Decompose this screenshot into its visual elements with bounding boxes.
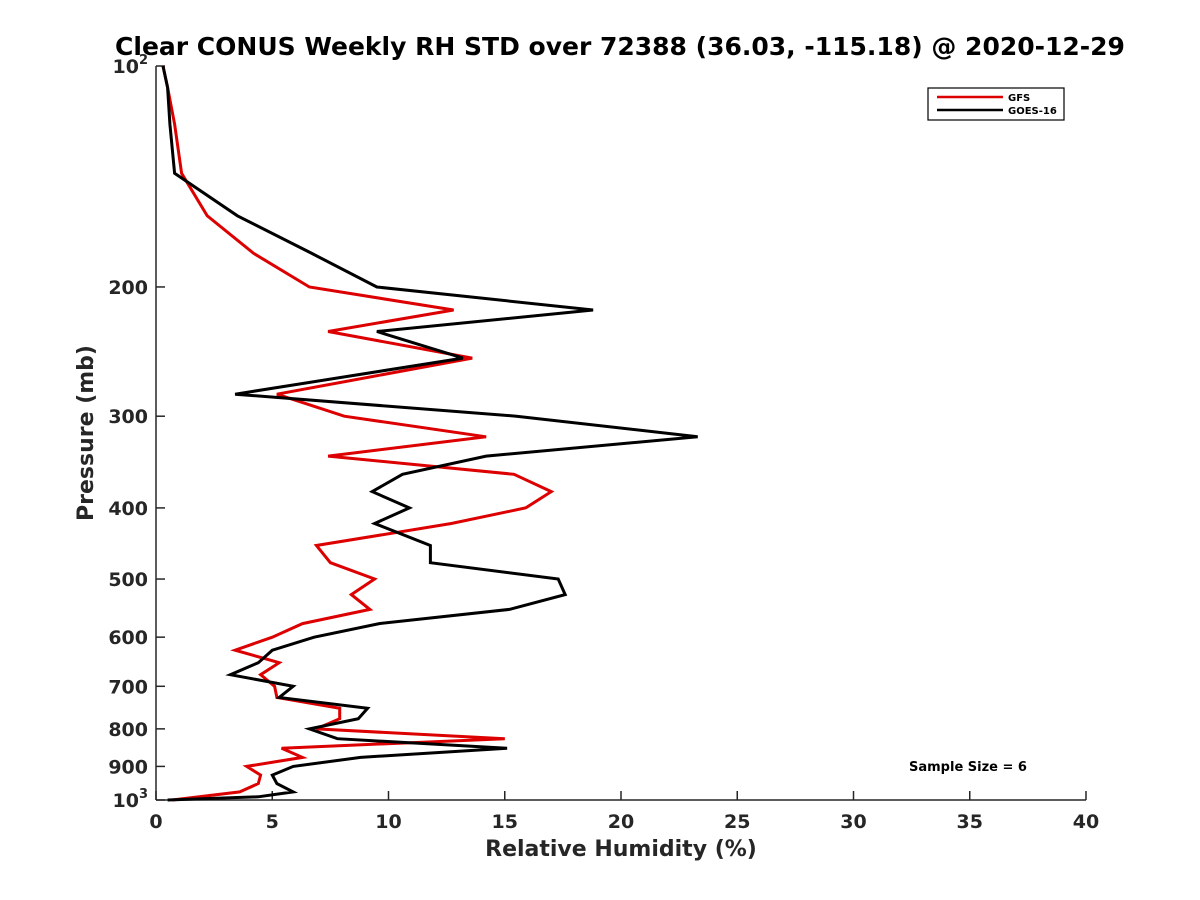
- x-tick-label: 40: [1073, 811, 1099, 833]
- y-tick-label-base: 10: [113, 790, 139, 812]
- y-tick-label-base: 800: [108, 719, 148, 741]
- y-tick-label: 700: [108, 676, 148, 698]
- y-tick-label: 200: [108, 277, 148, 299]
- y-tick-label: 300: [108, 406, 148, 428]
- x-tick-label: 0: [149, 811, 162, 833]
- y-tick-label: 800: [108, 719, 148, 741]
- y-tick-label-base: 300: [108, 406, 148, 428]
- legend-label-gfs: GFS: [1008, 93, 1030, 104]
- x-ticks: 0 5 10 15 20 25 30 35 40: [149, 791, 1099, 833]
- x-tick-label: 10: [375, 811, 401, 833]
- legend: GFS GOES-16: [927, 87, 1065, 121]
- x-tick-label: 15: [492, 811, 518, 833]
- series-lines: [161, 65, 698, 802]
- y-tick-label: 900: [108, 756, 148, 778]
- y-axis-label: Pressure (mb): [74, 345, 99, 521]
- legend-box: [927, 87, 1065, 121]
- x-tick-label: 35: [957, 811, 983, 833]
- legend-label-goes16: GOES-16: [1008, 106, 1057, 117]
- y-tick-label: 400: [108, 498, 148, 520]
- y-tick-label: 103: [113, 787, 149, 812]
- y-tick-label-base: 400: [108, 498, 148, 520]
- y-tick-label-base: 10: [113, 56, 139, 78]
- series-line-goes16: [161, 65, 698, 802]
- sample-size-annotation: Sample Size = 6: [909, 760, 1027, 775]
- y-tick-label: 600: [108, 627, 148, 649]
- y-tick-label: 500: [108, 569, 148, 591]
- y-tick-label: 102: [113, 53, 149, 78]
- y-tick-label-exponent: 2: [139, 53, 148, 68]
- y-tick-label-base: 500: [108, 569, 148, 591]
- x-axis-label: Relative Humidity (%): [485, 837, 757, 862]
- x-tick-label: 20: [608, 811, 634, 833]
- y-tick-label-exponent: 3: [139, 787, 148, 802]
- series-line-gfs: [161, 65, 555, 802]
- y-tick-label-base: 900: [108, 756, 148, 778]
- y-tick-label-base: 700: [108, 676, 148, 698]
- x-tick-label: 25: [724, 811, 750, 833]
- y-tick-label-base: 600: [108, 627, 148, 649]
- x-tick-label: 5: [266, 811, 279, 833]
- x-tick-label: 30: [840, 811, 866, 833]
- chart-title: Clear CONUS Weekly RH STD over 72388 (36…: [115, 32, 1125, 61]
- y-tick-label-base: 200: [108, 277, 148, 299]
- plot-area: 0 5 10 15 20 25 30 35 40 10220030040050060070080…: [108, 53, 1099, 833]
